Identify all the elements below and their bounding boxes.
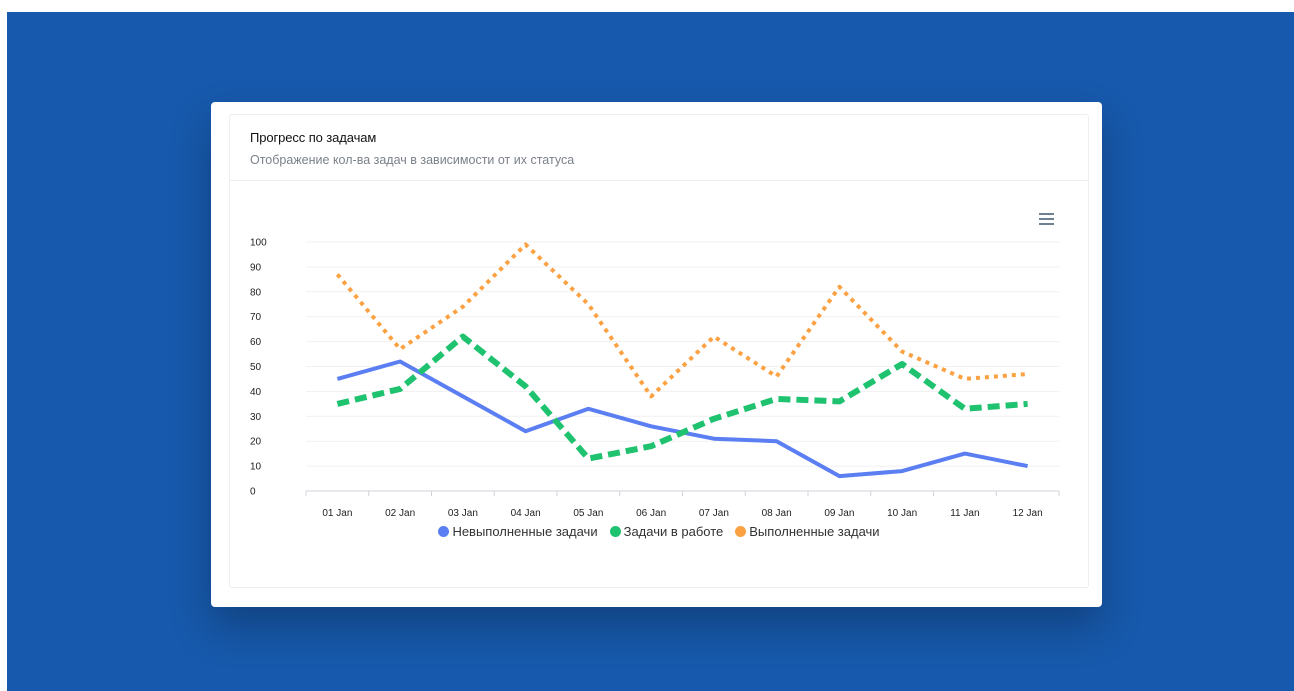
legend-marker <box>609 526 621 537</box>
legend-item-2[interactable]: Задачи в работе <box>609 524 724 539</box>
chart-card: Прогресс по задачам Отображение кол-ва з… <box>229 114 1089 588</box>
y-tick-label: 10 <box>250 462 262 473</box>
legend-item-1[interactable]: Невыполненные задачи <box>438 524 598 539</box>
x-tick-label: 09 Jan <box>824 508 854 519</box>
x-tick-label: 02 Jan <box>385 508 415 519</box>
y-axis: 0 10 20 30 40 50 60 70 80 90 100 <box>250 238 267 498</box>
x-tick-label: 01 Jan <box>322 508 352 519</box>
card-title: Прогресс по задачам <box>250 130 377 145</box>
line-chart: 0 10 20 30 40 50 60 70 80 90 100 01 Jan 02 Jan 03 Ja… <box>250 238 1060 519</box>
x-tick-label: 10 Jan <box>887 508 917 519</box>
series-line-3[interactable] <box>335 242 1028 399</box>
x-axis: 01 Jan 02 Jan 03 Jan 04 Jan 05 Jan 06 Jan 07 J… <box>305 490 1060 519</box>
y-tick-label: 40 <box>250 387 262 398</box>
card-header: Прогресс по задачам Отображение кол-ва з… <box>230 115 1088 181</box>
x-tick-label: 11 Jan <box>950 508 979 519</box>
series-line-1[interactable] <box>336 359 1028 479</box>
y-tick-label: 50 <box>250 362 262 373</box>
x-tick-label: 07 Jan <box>699 508 729 519</box>
chart-legend: Невыполненные задачи Задачи в работе Выпол… <box>230 524 1088 539</box>
y-tick-label: 90 <box>250 262 262 273</box>
x-tick-label: 06 Jan <box>636 508 666 519</box>
y-tick-label: 70 <box>250 312 262 323</box>
legend-label: Задачи в работе <box>623 524 724 539</box>
chart-panel: Прогресс по задачам Отображение кол-ва з… <box>211 102 1102 607</box>
x-tick-label: 04 Jan <box>511 508 541 519</box>
hamburger-menu-icon[interactable] <box>1038 212 1056 226</box>
x-tick-label: 03 Jan <box>448 508 478 519</box>
y-tick-label: 20 <box>250 437 262 448</box>
card-subtitle: Отображение кол-ва задач в зависимости о… <box>250 153 575 167</box>
legend-label: Невыполненные задачи <box>452 524 598 539</box>
y-tick-label: 30 <box>250 412 262 423</box>
y-tick-label: 100 <box>250 238 267 249</box>
y-tick-label: 80 <box>250 287 262 298</box>
y-tick-label: 60 <box>250 337 262 348</box>
legend-marker <box>735 526 747 537</box>
legend-marker <box>438 526 450 537</box>
y-tick-label: 0 <box>250 487 256 498</box>
legend-label: Выполненные задачи <box>749 524 880 539</box>
series-lines <box>335 242 1028 479</box>
x-tick-label: 12 Jan <box>1013 508 1043 519</box>
x-tick-label: 05 Jan <box>573 508 603 519</box>
grid-lines <box>306 241 1059 492</box>
x-tick-label: 08 Jan <box>762 508 792 519</box>
legend-item-3[interactable]: Выполненные задачи <box>735 524 880 539</box>
series-line-2[interactable] <box>336 333 1028 462</box>
